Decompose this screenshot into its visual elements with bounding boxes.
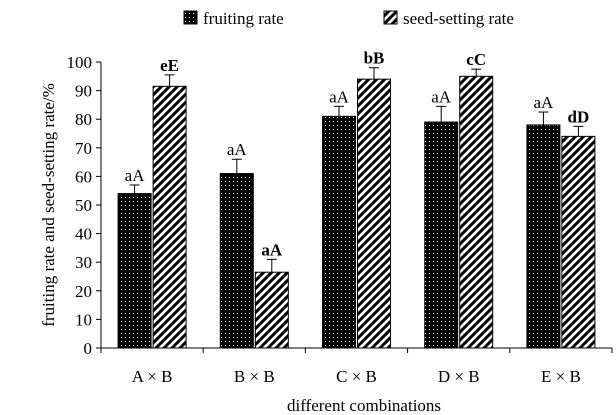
x-category-label: E × B [541, 367, 581, 386]
y-tick-label: 80 [75, 110, 92, 129]
y-tick-label: 30 [75, 253, 92, 272]
x-category-label: A × B [132, 367, 173, 386]
x-axis-title: different combinations [287, 396, 441, 415]
significance-label: bB [364, 49, 385, 68]
significance-label: aA [533, 93, 554, 112]
significance-label: dD [568, 107, 590, 126]
y-tick-label: 40 [75, 225, 92, 244]
bar-fruiting-rate [219, 173, 254, 349]
y-tick-label: 100 [67, 53, 93, 72]
x-category-label: B × B [234, 367, 275, 386]
legend-swatch-fruiting-rate [183, 10, 198, 25]
significance-label: aA [125, 166, 146, 185]
bar-seed-setting-rate [357, 78, 391, 349]
x-category-label: D × B [438, 367, 480, 386]
legend-label-seed-setting-rate: seed-setting rate [403, 9, 514, 28]
legend-label-fruiting-rate: fruiting rate [203, 9, 284, 28]
y-tick-label: 10 [75, 310, 92, 329]
significance-label: eE [160, 56, 179, 75]
bar-fruiting-rate [424, 121, 459, 349]
bar-fruiting-rate [322, 115, 356, 349]
significance-label: aA [261, 240, 283, 259]
bar-seed-setting-rate [254, 271, 289, 349]
bar-seed-setting-rate [152, 85, 187, 349]
legend-swatch-seed-setting-rate [383, 10, 398, 25]
y-tick-label: 70 [75, 139, 92, 158]
y-axis-title: fruiting rate and seed-setting rate/% [39, 83, 58, 327]
y-tick-label: 60 [75, 167, 92, 186]
significance-label: aA [227, 140, 248, 159]
bar-fruiting-rate [117, 193, 152, 349]
bar-fruiting-rate [526, 124, 561, 349]
significance-label: aA [431, 87, 452, 106]
bar-seed-setting-rate [459, 75, 494, 349]
significance-label: cC [466, 50, 486, 69]
significance-label: aA [329, 87, 350, 106]
y-tick-label: 20 [75, 282, 92, 301]
y-tick-label: 0 [84, 339, 93, 358]
y-tick-label: 50 [75, 196, 92, 215]
y-tick-label: 90 [75, 82, 92, 101]
bar-seed-setting-rate [561, 135, 596, 349]
legend: fruiting rate seed-setting rate [183, 9, 514, 28]
x-category-label: C × B [336, 367, 377, 386]
